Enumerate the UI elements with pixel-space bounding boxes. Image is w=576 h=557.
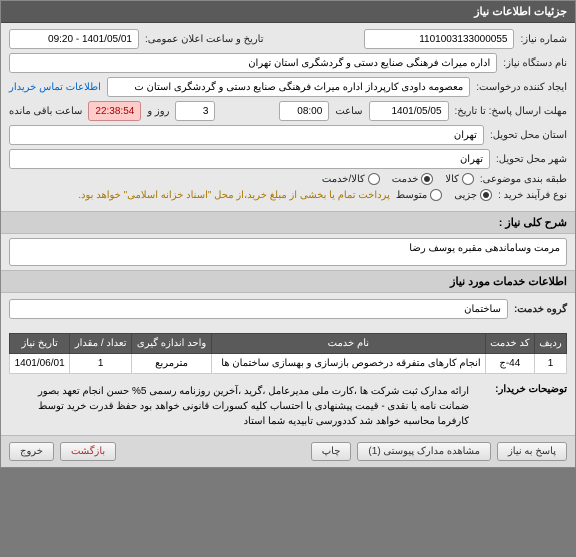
days-value: 3 xyxy=(175,101,215,121)
cell-unit: مترمربع xyxy=(132,354,212,374)
radio-service[interactable]: خدمت xyxy=(392,173,434,185)
table-row[interactable]: 1 44-ج انجام کارهای متفرقه درخصوص بازساز… xyxy=(10,354,567,374)
contact-link[interactable]: اطلاعات تماس خریدار xyxy=(9,82,101,93)
date-value: 1401/05/01 - 09:20 xyxy=(9,29,139,49)
creator-value: معصومه داودی کارپرداز اداره میراث فرهنگی… xyxy=(107,77,470,97)
panel-header: جزئیات اطلاعات نیاز xyxy=(1,1,575,23)
buyer-label: توضیحات خریدار: xyxy=(477,384,567,429)
need-description: مرمت وساماندهی مقبره یوسف رضا xyxy=(9,238,567,266)
org-value: اداره میراث فرهنگی صنایع دستی و گردشگری … xyxy=(9,53,497,73)
date-label: تاریخ و ساعت اعلان عمومی: xyxy=(145,34,264,45)
group-value: ساختمان xyxy=(9,299,508,319)
city-label: شهر محل تحویل: xyxy=(496,154,567,165)
radio-goods[interactable]: کالا xyxy=(445,173,474,185)
cell-code: 44-ج xyxy=(485,354,534,374)
col-name: نام خدمت xyxy=(212,334,486,354)
time-label: ساعت xyxy=(335,106,362,117)
col-code: کد خدمت xyxy=(485,334,534,354)
org-label: نام دستگاه نیاز: xyxy=(503,58,567,69)
remaining-label: ساعت باقی مانده xyxy=(9,106,82,117)
cell-name: انجام کارهای متفرقه درخصوص بازسازی و بهس… xyxy=(212,354,486,374)
radio-partial-dot xyxy=(480,189,492,201)
group-label: گروه خدمت: xyxy=(514,304,567,315)
deadline-time: 08:00 xyxy=(279,101,329,121)
services-header: اطلاعات خدمات مورد نیاز xyxy=(1,270,575,293)
category-radio-group: کالا خدمت کالا/خدمت xyxy=(322,173,474,185)
purchase-type-label: نوع فرآیند خرید : xyxy=(498,190,567,201)
radio-medium[interactable]: متوسط xyxy=(396,189,442,201)
need-title-label: شرح کلی نیاز : xyxy=(1,211,575,234)
radio-goods-dot xyxy=(462,173,474,185)
exit-button[interactable]: خروج xyxy=(9,442,54,461)
province-label: استان محل تحویل: xyxy=(490,130,567,141)
radio-service-dot xyxy=(421,173,433,185)
services-table: ردیف کد خدمت نام خدمت واحد اندازه گیری ت… xyxy=(9,333,567,374)
buyer-description-row: توضیحات خریدار: ارائه مدارک ثبت شرکت ها … xyxy=(1,378,575,435)
req-no-value: 1101003133000055 xyxy=(364,29,514,49)
attachments-button[interactable]: مشاهده مدارک پیوستی (1) xyxy=(357,442,491,461)
form-section: شماره نیاز: 1101003133000055 تاریخ و ساع… xyxy=(1,23,575,211)
radio-both-dot xyxy=(368,173,380,185)
deadline-label: مهلت ارسال پاسخ: تا تاریخ: xyxy=(455,106,567,117)
deadline-date: 1401/05/05 xyxy=(369,101,449,121)
purchase-type-group: جزیی متوسط xyxy=(396,189,492,201)
cell-date: 1401/06/01 xyxy=(10,354,70,374)
radio-both[interactable]: کالا/خدمت xyxy=(322,173,380,185)
button-bar: پاسخ به نیاز مشاهده مدارک پیوستی (1) چاپ… xyxy=(1,435,575,467)
radio-medium-dot xyxy=(430,189,442,201)
category-label: طبقه بندی موضوعی: xyxy=(480,174,567,185)
back-button[interactable]: بازگشت xyxy=(60,442,116,461)
col-qty: تعداد / مقدار xyxy=(70,334,132,354)
details-panel: جزئیات اطلاعات نیاز شماره نیاز: 11010031… xyxy=(0,0,576,468)
radio-partial[interactable]: جزیی xyxy=(454,189,492,201)
print-button[interactable]: چاپ xyxy=(311,442,352,461)
buyer-text: ارائه مدارک ثبت شرکت ها ،کارت ملی مدیرعا… xyxy=(9,384,469,429)
countdown-timer: 22:38:54 xyxy=(88,101,141,121)
province-value: تهران xyxy=(9,125,484,145)
col-unit: واحد اندازه گیری xyxy=(132,334,212,354)
req-no-label: شماره نیاز: xyxy=(520,34,567,45)
city-value: تهران xyxy=(9,149,490,169)
panel-title: جزئیات اطلاعات نیاز xyxy=(474,6,567,18)
days-label: روز و xyxy=(147,106,169,117)
creator-label: ایجاد کننده درخواست: xyxy=(476,82,567,93)
table-header-row: ردیف کد خدمت نام خدمت واحد اندازه گیری ت… xyxy=(10,334,567,354)
col-row: ردیف xyxy=(534,334,566,354)
cell-qty: 1 xyxy=(70,354,132,374)
respond-button[interactable]: پاسخ به نیاز xyxy=(497,442,567,461)
col-date: تاریخ نیاز xyxy=(10,334,70,354)
payment-note: پرداخت تمام یا بخشی از مبلغ خرید،از محل … xyxy=(78,190,390,201)
cell-row: 1 xyxy=(534,354,566,374)
